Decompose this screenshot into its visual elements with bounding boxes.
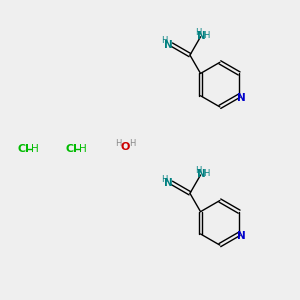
Text: O: O	[121, 142, 130, 152]
Text: N: N	[237, 231, 246, 241]
Text: Cl: Cl	[18, 143, 30, 154]
Text: H: H	[162, 175, 168, 184]
Text: H: H	[129, 139, 135, 148]
Text: Cl: Cl	[65, 143, 77, 154]
Text: N: N	[197, 169, 206, 179]
Text: H: H	[162, 37, 168, 46]
Text: N: N	[237, 92, 246, 103]
Text: N: N	[164, 40, 172, 50]
Text: H: H	[116, 139, 122, 148]
Text: N: N	[164, 178, 172, 188]
Text: H: H	[31, 143, 39, 154]
Text: N: N	[197, 31, 206, 40]
Text: H: H	[203, 169, 209, 178]
Text: H: H	[196, 28, 202, 37]
Text: H: H	[203, 31, 209, 40]
Text: H: H	[79, 143, 86, 154]
Text: H: H	[196, 166, 202, 175]
